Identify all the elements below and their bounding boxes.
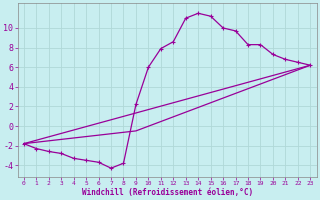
- X-axis label: Windchill (Refroidissement éolien,°C): Windchill (Refroidissement éolien,°C): [82, 188, 253, 197]
